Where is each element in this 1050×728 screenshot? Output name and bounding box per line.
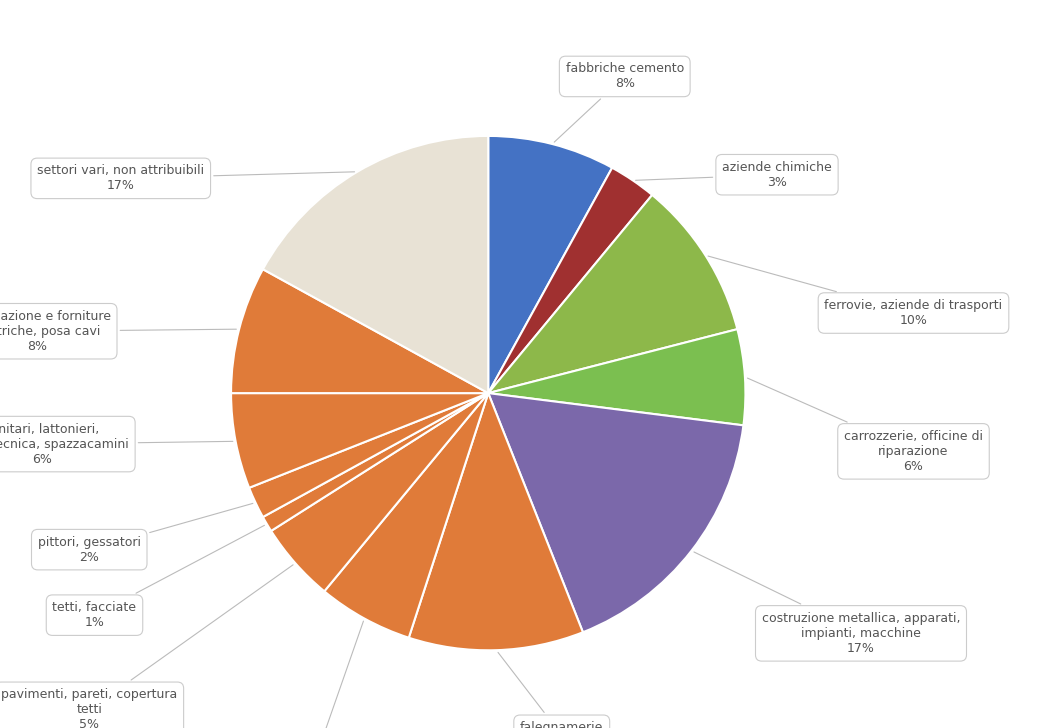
- Wedge shape: [262, 393, 488, 531]
- Text: settore principale edilizia,
montaggio
6%: settore principale edilizia, montaggio 6…: [224, 621, 385, 728]
- Wedge shape: [249, 393, 488, 517]
- Text: falegnamerie
11%: falegnamerie 11%: [498, 652, 604, 728]
- Text: pavimenti, pareti, copertura
tetti
5%: pavimenti, pareti, copertura tetti 5%: [1, 565, 293, 728]
- Text: installazione e forniture
elettriche, posa cavi
8%: installazione e forniture elettriche, po…: [0, 309, 236, 353]
- Wedge shape: [488, 393, 743, 632]
- Text: pittori, gessatori
2%: pittori, gessatori 2%: [38, 503, 253, 563]
- Wedge shape: [408, 393, 583, 650]
- Text: sanitari, lattonieri,
domotecnica, spazzacamini
6%: sanitari, lattonieri, domotecnica, spazz…: [0, 422, 233, 466]
- Text: carrozzerie, officine di
riparazione
6%: carrozzerie, officine di riparazione 6%: [748, 378, 983, 473]
- Text: ferrovie, aziende di trasporti
10%: ferrovie, aziende di trasporti 10%: [708, 256, 1003, 327]
- Text: settori vari, non attribuibili
17%: settori vari, non attribuibili 17%: [37, 165, 355, 192]
- Wedge shape: [271, 393, 488, 591]
- Text: tetti, facciate
1%: tetti, facciate 1%: [52, 526, 265, 629]
- Wedge shape: [231, 393, 488, 488]
- Wedge shape: [324, 393, 488, 638]
- Text: aziende chimiche
3%: aziende chimiche 3%: [635, 161, 832, 189]
- Wedge shape: [262, 136, 488, 393]
- Wedge shape: [231, 269, 488, 393]
- Wedge shape: [488, 167, 652, 393]
- Wedge shape: [488, 136, 612, 393]
- Wedge shape: [488, 195, 737, 393]
- Wedge shape: [488, 329, 746, 425]
- Text: costruzione metallica, apparati,
impianti, macchine
17%: costruzione metallica, apparati, impiant…: [694, 552, 961, 655]
- Text: fabbriche cemento
8%: fabbriche cemento 8%: [554, 63, 684, 142]
